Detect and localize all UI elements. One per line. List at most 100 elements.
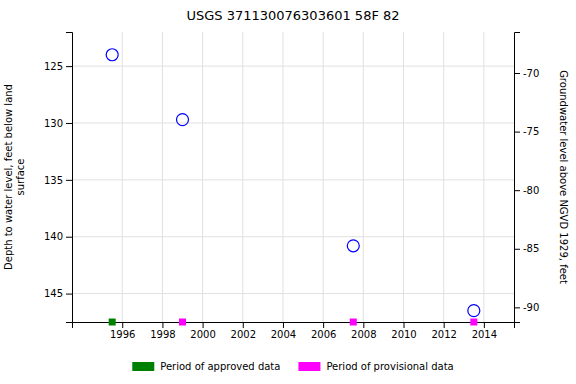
y-grid-line xyxy=(72,236,514,237)
x-grid-line xyxy=(282,32,283,322)
y2-tick: -85 xyxy=(514,243,539,254)
legend-label: Period of approved data xyxy=(160,361,280,372)
x-tick-label: 2006 xyxy=(311,329,336,340)
point xyxy=(347,240,359,252)
legend-swatch xyxy=(132,362,154,371)
y-tick: 135 xyxy=(44,175,72,186)
x-axis-line xyxy=(73,323,515,329)
legend-swatch xyxy=(298,362,320,371)
x-tick: 2006 xyxy=(311,322,336,340)
x-tick: 2004 xyxy=(271,322,296,340)
y2-tick-mark xyxy=(514,249,520,250)
grid xyxy=(72,32,514,322)
title: USGS 371130076303601 58F 82 xyxy=(186,8,399,23)
y-grid-line xyxy=(72,179,514,180)
point xyxy=(468,305,480,317)
y-tick: 125 xyxy=(44,61,72,72)
marks xyxy=(106,49,480,317)
rug-marks xyxy=(109,319,478,326)
y2-axis-title: Groundwater level above NGVD 1929, feet xyxy=(558,70,569,284)
y-tick: 130 xyxy=(44,118,72,129)
y-grid-line xyxy=(72,122,514,123)
y2-tick-mark xyxy=(514,307,520,308)
y2-tick: -80 xyxy=(514,185,539,196)
y2-tick: -70 xyxy=(514,68,539,79)
point xyxy=(106,49,118,61)
x-tick: 2012 xyxy=(431,322,456,340)
x-tick: 2010 xyxy=(391,322,416,340)
y-tick: 140 xyxy=(44,231,72,242)
period-mark xyxy=(109,319,116,326)
x-grid-line xyxy=(403,32,404,322)
y2-tick-label: -90 xyxy=(523,302,539,313)
y2-tick-mark xyxy=(514,132,520,133)
y-tick-label: 125 xyxy=(44,61,63,72)
y-tick-mark xyxy=(66,123,72,124)
plot: 1996 1998 2000 2002 2004 2006 2008 2010 2012 2014… xyxy=(3,32,569,340)
y2-axis: -70 -75 -80 -85 -90 xyxy=(514,33,539,323)
y2-tick-label: -80 xyxy=(523,185,539,196)
period-mark xyxy=(470,319,477,326)
x-grid-line xyxy=(483,32,484,322)
y-tick-label: 145 xyxy=(44,288,63,299)
x-tick-mark xyxy=(404,322,405,328)
x-tick: 2002 xyxy=(231,322,256,340)
y-axis: 125 130 135 140 145 xyxy=(44,33,73,323)
y-axis-line xyxy=(66,33,73,323)
x-tick-label: 2000 xyxy=(190,329,215,340)
x-grid-line xyxy=(122,32,123,322)
x-tick-mark xyxy=(243,322,244,328)
x-tick-mark xyxy=(363,322,364,328)
y2-tick-mark xyxy=(514,190,520,191)
y2-tick-label: -85 xyxy=(523,243,539,254)
x-tick: 1998 xyxy=(150,322,175,340)
y-tick-mark xyxy=(66,294,72,295)
y-tick-label: 130 xyxy=(44,118,63,129)
x-tick-label: 2002 xyxy=(231,329,256,340)
x-tick-label: 2014 xyxy=(472,329,497,340)
y-tick-label: 135 xyxy=(44,175,63,186)
y2-tick-label: -70 xyxy=(523,68,539,79)
x-grid-line xyxy=(242,32,243,322)
legend-item: Period of approved data xyxy=(132,361,280,372)
y-tick-mark xyxy=(66,237,72,238)
x-tick-label: 1996 xyxy=(110,329,135,340)
x-tick-label: 2012 xyxy=(431,329,456,340)
y-tick: 145 xyxy=(44,288,72,299)
y2-tick: -90 xyxy=(514,302,539,313)
x-tick-label: 2004 xyxy=(271,329,296,340)
y-axis-title: Depth to water level, feet below landsur… xyxy=(3,84,26,270)
period-mark xyxy=(179,319,186,326)
y-tick-mark xyxy=(66,66,72,67)
chart: 1996 1998 2000 2002 2004 2006 2008 2010 2012 2014… xyxy=(0,0,576,384)
x-tick-label: 2010 xyxy=(391,329,416,340)
x-tick-mark xyxy=(283,322,284,328)
x-grid-line xyxy=(202,32,203,322)
period-mark xyxy=(350,319,357,326)
x-grid-line xyxy=(363,32,364,322)
y-grid-line xyxy=(72,66,514,67)
x-grid-line xyxy=(162,32,163,322)
x-tick-mark xyxy=(323,322,324,328)
y-tick-mark xyxy=(66,180,72,181)
x-tick-mark xyxy=(122,322,123,328)
y-grid-line xyxy=(72,293,514,294)
legend-item: Period of provisional data xyxy=(298,361,453,372)
y-tick-label: 140 xyxy=(44,231,63,242)
y2-axis-line xyxy=(515,33,521,323)
x-tick-mark xyxy=(444,322,445,328)
x-grid-line xyxy=(323,32,324,322)
x-tick: 2000 xyxy=(190,322,215,340)
x-tick-mark xyxy=(484,322,485,328)
x-tick-label: 1998 xyxy=(150,329,175,340)
point xyxy=(177,114,189,126)
legend: Period of approved data Period of provisi… xyxy=(132,361,453,372)
x-tick-mark xyxy=(203,322,204,328)
x-axis: 1996 1998 2000 2002 2004 2006 2008 2010 2012 2014 xyxy=(73,322,515,340)
y2-tick-label: -75 xyxy=(523,126,539,137)
y2-tick-mark xyxy=(514,73,520,74)
x-tick-label: 2008 xyxy=(351,329,376,340)
x-grid-line xyxy=(443,32,444,322)
legend-label: Period of provisional data xyxy=(326,361,453,372)
y2-tick: -75 xyxy=(514,126,539,137)
